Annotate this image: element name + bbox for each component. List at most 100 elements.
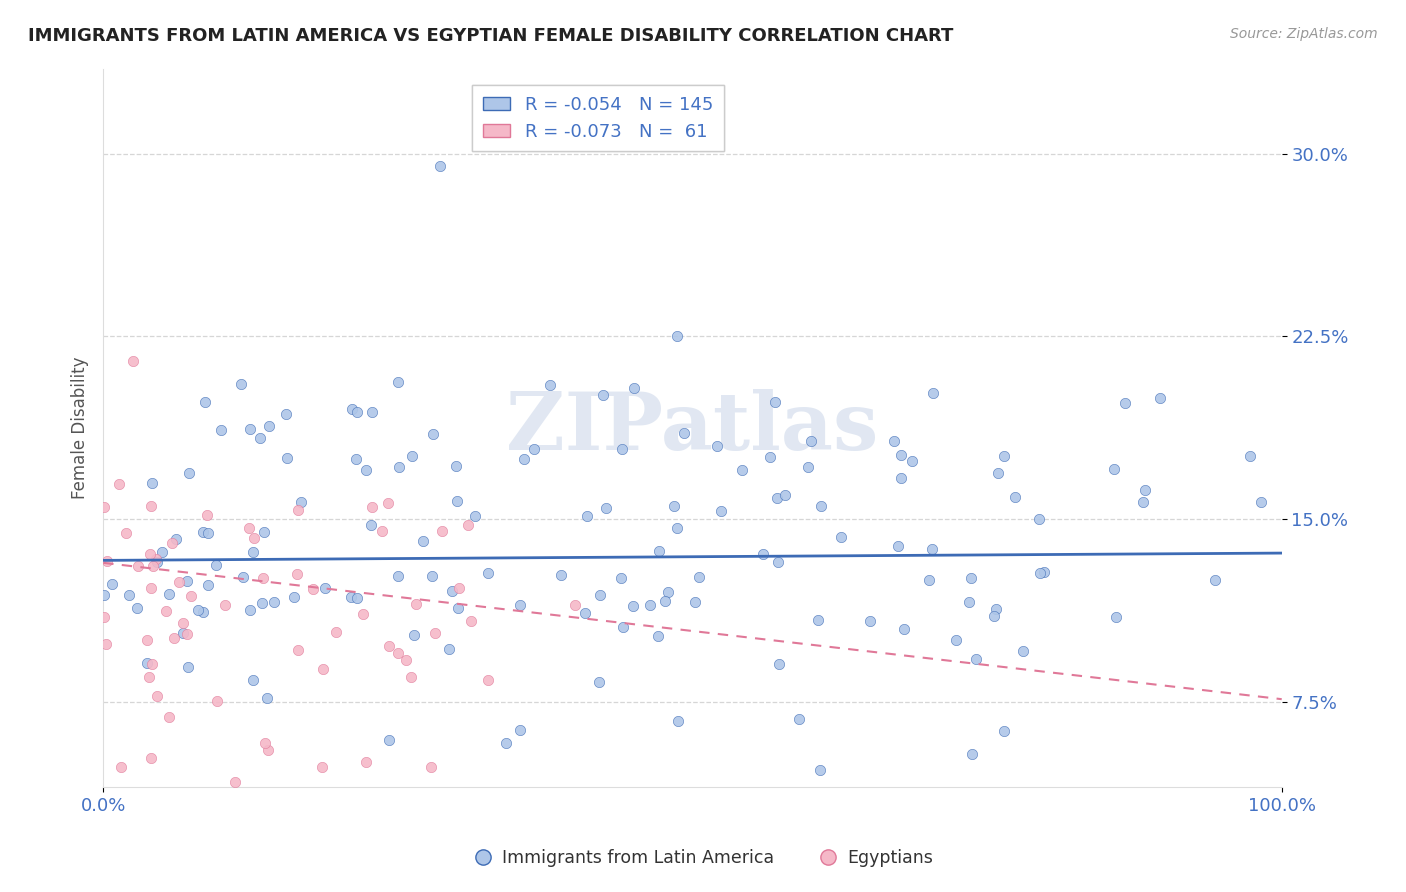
Point [141,750,163,764]
Point [574,606,596,620]
Point [810,499,832,513]
Legend: R = -0.054   N = 145, R = -0.073   N =  61: R = -0.054 N = 145, R = -0.073 N = 61 [472,85,724,152]
Point [214,599,236,613]
Point [197,526,219,541]
Point [447,581,470,595]
Text: ZIPatlas: ZIPatlas [506,389,879,467]
Point [115,525,138,540]
Point [464,509,486,524]
Point [205,693,228,707]
Point [141,475,163,490]
Point [422,569,444,583]
Point [495,736,517,750]
Point [662,500,685,514]
Point [387,568,409,582]
Point [588,675,610,690]
Point [766,555,789,569]
Point [370,524,392,538]
Point [422,426,444,441]
Point [239,422,262,436]
Point [141,499,163,513]
Point [314,581,336,595]
Point [993,723,1015,738]
Point [159,587,181,601]
Point [155,604,177,618]
Point [423,626,446,640]
Point [523,442,546,456]
Point [172,616,194,631]
Point [538,378,561,392]
Point [356,463,378,477]
Point [683,594,706,608]
Point [163,632,186,646]
Point [921,542,943,557]
Point [477,673,499,688]
Point [301,582,323,597]
Point [139,581,162,595]
Point [918,573,941,587]
Point [169,574,191,589]
Point [377,496,399,510]
Point [446,458,468,473]
Point [197,578,219,592]
Point [447,601,470,615]
Point [859,615,882,629]
Point [142,559,165,574]
Point [763,394,786,409]
Point [209,423,232,437]
Point [238,521,260,535]
Point [141,657,163,672]
Point [623,381,645,395]
Point [800,434,823,448]
Point [179,466,201,480]
Point [1239,449,1261,463]
Point [361,500,384,514]
Point [96,553,118,567]
Point [340,590,363,604]
Point [773,488,796,502]
Point [787,712,810,726]
Point [177,659,200,673]
Point [430,524,453,538]
Point [441,583,464,598]
Point [93,588,115,602]
Text: Source: ZipAtlas.com: Source: ZipAtlas.com [1230,27,1378,41]
Point [232,569,254,583]
Point [340,402,363,417]
Point [901,454,924,468]
Point [118,588,141,602]
Point [191,605,214,619]
Point [621,599,644,613]
Point [830,531,852,545]
Point [257,418,280,433]
Point [135,656,157,670]
Point [253,524,276,539]
Point [93,609,115,624]
Point [312,662,335,676]
Point [993,449,1015,463]
Point [352,607,374,621]
Point [890,449,912,463]
Point [290,494,312,508]
Point [401,450,423,464]
Point [405,597,427,611]
Point [360,518,382,533]
Point [287,502,309,516]
Point [1011,644,1033,658]
Point [666,521,689,535]
Point [387,646,409,660]
Point [1029,566,1052,580]
Point [387,376,409,390]
Point [249,431,271,445]
Point [460,614,482,628]
Point [101,576,124,591]
Point [135,632,157,647]
Point [429,159,451,173]
Point [564,598,586,612]
Point [395,653,418,667]
Point [768,657,790,671]
Point [139,547,162,561]
Point [589,588,612,602]
Point [688,570,710,584]
Point [283,590,305,604]
